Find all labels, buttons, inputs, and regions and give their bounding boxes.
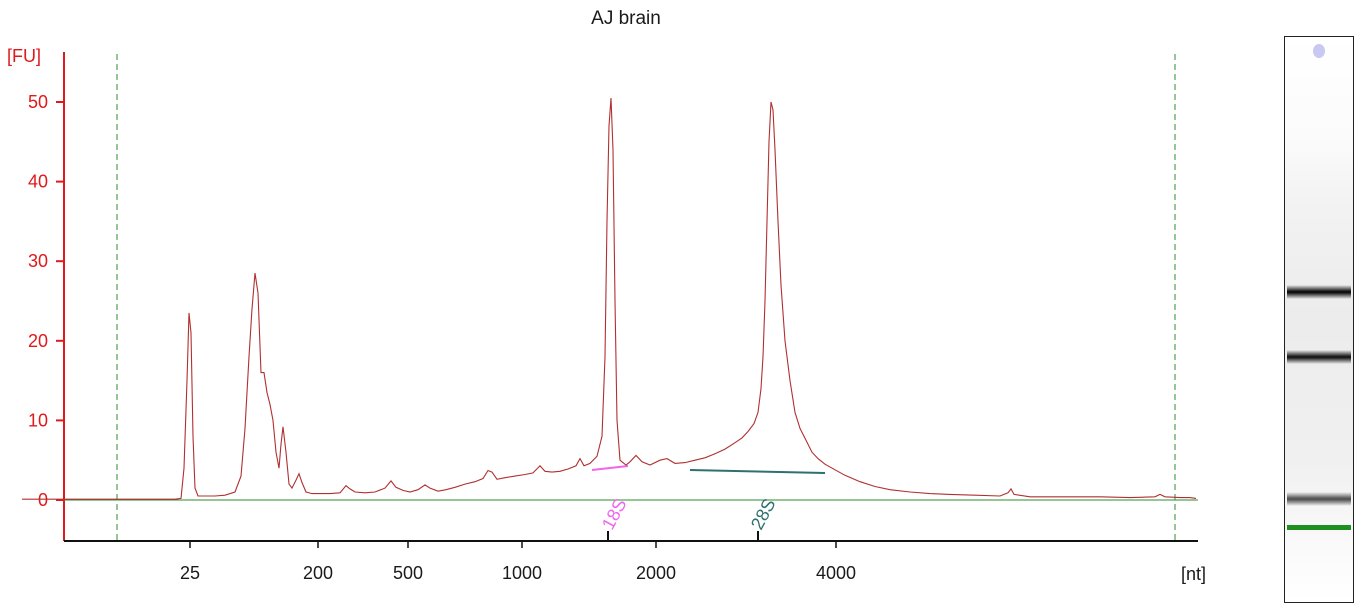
ladder-marker <box>1313 43 1325 58</box>
band-marker <box>1287 524 1351 530</box>
x-tick-label: 2000 <box>636 563 676 583</box>
x-tick-label: 25 <box>180 563 200 583</box>
y-tick-label: 10 <box>28 410 48 430</box>
x-axis-label: [nt] <box>1181 564 1206 584</box>
x-ticks: 25 200 500 1000 2000 4000 <box>180 541 856 583</box>
y-tick-label: 50 <box>28 92 48 112</box>
y-tick-label: 20 <box>28 331 48 351</box>
annotation-28s: 28S <box>747 495 780 533</box>
x-tick-label: 4000 <box>816 563 856 583</box>
x-tick-label: 1000 <box>502 563 542 583</box>
annotation-18s: 18S <box>598 495 631 533</box>
band-18s <box>1287 350 1351 365</box>
band-28s <box>1287 285 1351 300</box>
x-tick-label: 500 <box>393 563 423 583</box>
x-tick-label: 200 <box>303 563 333 583</box>
peak-28s-baseline <box>689 469 826 474</box>
electropherogram-chart: AJ brain [FU] [nt] 0 10 20 30 40 50 25 200 500 1… <box>7 8 1206 584</box>
gel-lane <box>1284 36 1354 603</box>
chart-title: AJ brain <box>591 8 661 29</box>
peak-18s-baseline <box>591 465 629 471</box>
trace-line <box>22 97 1197 500</box>
band-lower <box>1287 492 1351 507</box>
y-tick-label: 30 <box>28 251 48 271</box>
y-ticks: 0 10 20 30 40 50 <box>28 92 64 510</box>
y-tick-label: 0 <box>38 490 48 510</box>
y-tick-label: 40 <box>28 172 48 192</box>
y-axis-label: [FU] <box>7 46 41 66</box>
